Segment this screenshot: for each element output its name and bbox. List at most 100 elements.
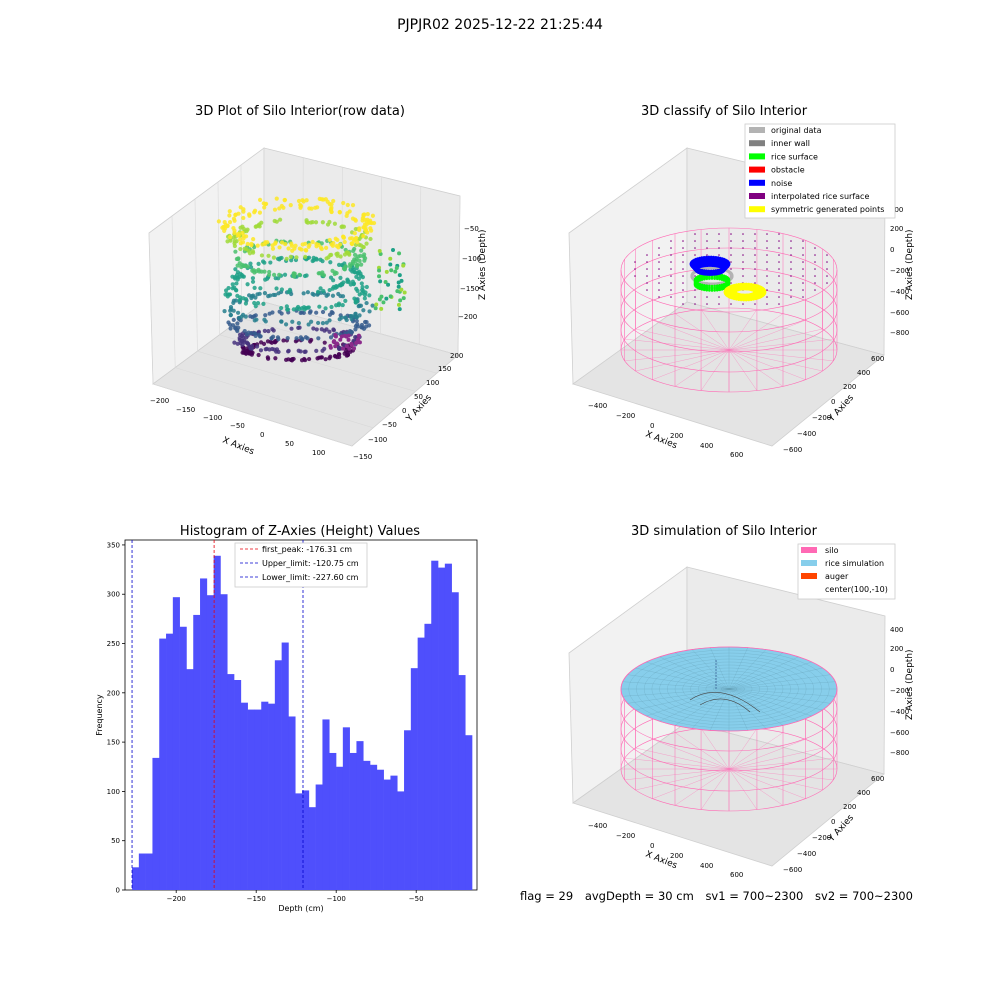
data-point — [234, 281, 239, 286]
data-point — [320, 309, 326, 315]
data-point — [287, 287, 293, 293]
rice-surface-point — [710, 289, 714, 292]
data-point — [314, 241, 319, 247]
data-point — [338, 275, 343, 280]
data-point — [238, 237, 243, 242]
rice-surface-point — [718, 277, 722, 281]
data-point — [353, 311, 358, 316]
data-point — [231, 300, 236, 306]
data-point — [259, 253, 265, 258]
data-point — [377, 274, 382, 279]
data-point — [258, 340, 264, 345]
plot1-xtick: 100 — [312, 449, 325, 457]
histogram-bar — [254, 709, 262, 890]
legend-swatch — [749, 206, 765, 213]
data-point — [361, 308, 366, 313]
rice-surface-point — [713, 277, 716, 280]
data-point — [240, 230, 245, 236]
data-point — [377, 265, 382, 270]
data-point — [232, 243, 237, 249]
data-point — [288, 254, 293, 259]
rice-surface-point — [700, 278, 704, 281]
plot2-ztick: 0 — [890, 246, 894, 254]
interpolated-point — [814, 247, 816, 249]
interpolated-point — [754, 240, 756, 242]
legend-label: auger — [825, 572, 849, 581]
plot1-ytick: 100 — [426, 379, 439, 387]
simulation-3d-plot: X Axies Y Axies Z Axies (Depth) −400 −20… — [568, 543, 915, 879]
plot4-ytick: −600 — [783, 866, 802, 874]
data-point — [250, 249, 255, 254]
data-point — [379, 306, 384, 311]
plot2-ytick: 600 — [871, 355, 884, 363]
data-point — [244, 340, 250, 345]
plot1-xtick: 0 — [260, 431, 264, 439]
data-point — [369, 220, 374, 226]
interpolated-point — [670, 289, 672, 291]
histogram-title: Histogram of Z-Axies (Height) Values — [179, 524, 421, 539]
plot4-legend: silo rice simulation auger center(100,-10) — [797, 543, 896, 600]
data-point — [327, 219, 332, 225]
raw-data-3d-plot: X Axies Y Axies Z Axies (Depth) −200 −15… — [148, 147, 488, 461]
plot2-ytick: −600 — [783, 446, 802, 454]
interpolated-point — [658, 254, 660, 256]
data-point — [240, 342, 245, 347]
interpolated-point — [742, 268, 744, 270]
interpolated-point — [754, 254, 756, 256]
plot4-xtick: 400 — [700, 862, 713, 870]
data-point — [338, 283, 343, 288]
data-point — [353, 327, 358, 332]
interpolated-point — [694, 254, 696, 256]
data-point — [239, 264, 244, 270]
legend-label: rice surface — [771, 152, 818, 161]
data-point — [324, 320, 329, 325]
data-point — [331, 240, 336, 246]
interpolated-point — [706, 247, 708, 249]
data-point — [360, 285, 365, 290]
legend-swatch — [801, 560, 817, 566]
data-point — [327, 237, 332, 243]
interpolated-point — [634, 261, 636, 263]
data-point — [244, 332, 250, 337]
interpolated-point — [658, 289, 660, 291]
data-point — [286, 246, 291, 251]
data-point — [262, 328, 267, 333]
data-point — [338, 293, 343, 299]
data-point — [398, 298, 403, 303]
data-point — [233, 298, 239, 303]
data-point — [262, 241, 268, 246]
data-point — [373, 306, 378, 311]
data-point — [334, 284, 339, 289]
legend-label: noise — [771, 179, 792, 188]
data-point — [335, 237, 340, 243]
data-point — [255, 243, 260, 248]
data-point — [362, 252, 367, 257]
data-point — [364, 284, 369, 290]
data-point — [395, 289, 400, 294]
plot1-axes-box — [148, 147, 461, 447]
interpolated-point — [766, 240, 768, 242]
data-point — [230, 286, 235, 291]
histogram-bar — [383, 779, 391, 890]
legend-swatch — [749, 127, 765, 133]
interpolated-point — [754, 247, 756, 249]
interpolated-point — [766, 247, 768, 249]
data-point — [361, 289, 366, 294]
data-point — [297, 306, 302, 312]
data-point — [356, 333, 361, 338]
data-point — [348, 236, 353, 241]
surface-mesh-spoke — [710, 647, 730, 690]
histogram-bar — [261, 701, 269, 890]
plot2-xtick: 600 — [730, 451, 743, 459]
data-point — [354, 299, 359, 304]
histogram-bar — [220, 594, 228, 890]
plot1-xtick: −100 — [203, 414, 222, 422]
interpolated-point — [766, 261, 768, 263]
interpolated-point — [670, 282, 672, 284]
interpolated-point — [826, 282, 828, 284]
histogram-bar — [234, 680, 242, 890]
interpolated-point — [670, 268, 672, 270]
data-point — [235, 341, 240, 346]
data-point — [250, 276, 256, 281]
rice-surface-point — [698, 278, 702, 282]
